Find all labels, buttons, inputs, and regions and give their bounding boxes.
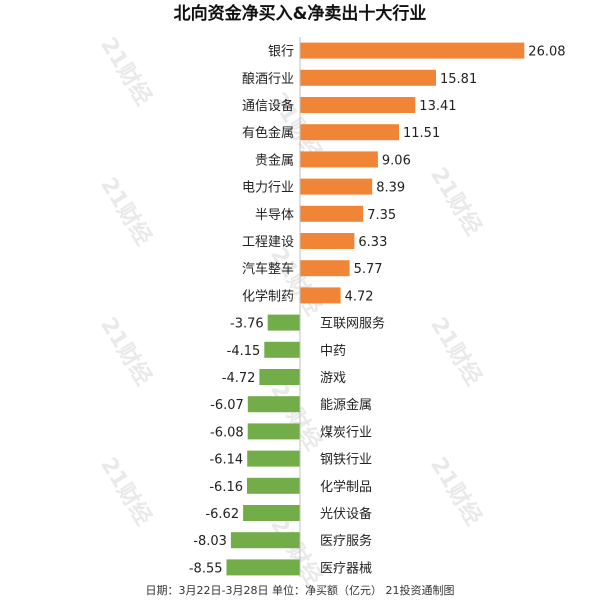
category-label: 互联网服务 (320, 316, 385, 332)
bar (243, 505, 300, 521)
bar (300, 42, 525, 59)
category-label: 半导体 (255, 208, 294, 223)
watermark-logo: 21财经 (425, 313, 487, 390)
category-label: 中药 (320, 344, 346, 359)
data-label: 9.06 (382, 153, 411, 168)
chart-footer: 日期：3月22日-3月28日 单位：净买额（亿元） 21投资通制图 (146, 583, 455, 597)
bar (267, 314, 300, 331)
category-label: 钢铁行业 (320, 453, 372, 468)
bar (300, 124, 399, 141)
watermark-logo: 21财经 (265, 513, 327, 590)
category-label: 医疗器械 (320, 561, 372, 576)
bar (247, 477, 300, 494)
data-label: 6.33 (358, 235, 387, 250)
bar (264, 341, 300, 358)
bars-layer: 银行 26.08 酿酒行业 15.81 通信设备 13.41 有色金属 11.51 贵金属 9.0… (189, 42, 566, 576)
category-label: 化学制品 (320, 479, 372, 495)
data-label: 11.51 (403, 126, 440, 141)
bar (230, 532, 300, 549)
watermark-logo: 21财经 (95, 313, 157, 390)
bar (300, 69, 436, 86)
category-label: 贵金属 (255, 152, 294, 168)
data-label: -8.03 (193, 534, 227, 549)
data-label: -6.07 (210, 398, 244, 413)
bar (247, 423, 300, 440)
data-label: -6.08 (210, 425, 244, 440)
data-label: 4.72 (345, 289, 374, 304)
bar (259, 369, 300, 385)
watermark-logo: 21财经 (265, 378, 327, 455)
watermark-logo: 21财经 (265, 243, 327, 320)
bar (300, 205, 364, 222)
bar (226, 559, 300, 576)
category-label: 化学制药 (242, 288, 294, 304)
chart-title: 北向资金净买入&净卖出十大行业 (174, 3, 427, 24)
data-label: -6.16 (209, 480, 243, 495)
data-label: 26.08 (528, 45, 565, 60)
bar (300, 151, 378, 168)
bar (300, 287, 341, 304)
data-label: -4.15 (227, 344, 261, 359)
category-label: 医疗服务 (320, 533, 372, 549)
category-label: 煤炭行业 (320, 425, 372, 440)
watermark-logo: 21财经 (425, 163, 487, 240)
category-label: 电力行业 (242, 181, 294, 196)
category-label: 游戏 (320, 371, 346, 386)
category-label: 酿酒行业 (242, 71, 294, 87)
bar (300, 178, 373, 195)
data-label: 7.35 (367, 208, 396, 223)
data-label: 5.77 (354, 262, 383, 277)
watermark-logo: 21财经 (95, 173, 157, 250)
data-label: 15.81 (440, 72, 477, 87)
bar (300, 233, 355, 249)
data-label: 8.39 (376, 181, 405, 196)
data-label: -3.76 (230, 317, 264, 332)
category-label: 光伏设备 (320, 506, 372, 522)
bar (247, 396, 300, 413)
bar (247, 450, 300, 467)
category-label: 汽车整车 (242, 261, 294, 277)
category-label: 工程建设 (242, 235, 294, 250)
bar (300, 260, 350, 277)
data-label: 13.41 (419, 99, 456, 114)
category-label: 能源金属 (320, 397, 372, 413)
data-label: -6.62 (205, 507, 239, 522)
category-label: 有色金属 (242, 125, 294, 141)
bar (300, 97, 416, 113)
category-label: 银行 (268, 45, 294, 60)
watermark-logo: 21财经 (95, 33, 157, 110)
data-label: -4.72 (222, 371, 256, 386)
data-label: -8.55 (189, 561, 223, 576)
watermark-logo: 21财经 (95, 453, 157, 530)
data-label: -6.14 (210, 453, 244, 468)
category-label: 通信设备 (242, 98, 294, 114)
watermark-logo: 21财经 (425, 453, 487, 530)
